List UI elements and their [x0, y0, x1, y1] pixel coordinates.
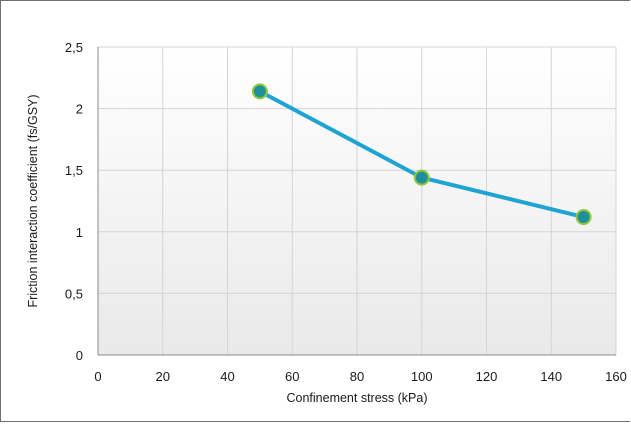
y-tick-label: 2: [76, 102, 83, 117]
gridlines: [98, 46, 617, 355]
y-tick-label: 0: [76, 348, 83, 363]
y-axis-title: Friction interaction coefficient (fs/GSY…: [26, 94, 40, 307]
x-tick-label: 160: [605, 369, 627, 384]
x-tick-label: 120: [476, 369, 498, 384]
axes: [97, 47, 616, 356]
x-tick-label: 0: [94, 369, 101, 384]
x-tick-label: 60: [285, 369, 299, 384]
x-axis-title: Confinement stress (kPa): [286, 391, 427, 405]
series-layer: [251, 83, 592, 226]
x-tick-label: 80: [350, 369, 364, 384]
data-point: [575, 209, 592, 226]
data-point: [413, 169, 430, 186]
data-point: [251, 83, 268, 100]
tick-labels: 0 20 40 60 80 100 120 140 160 0 0,5 1 1,5 2 2,5: [65, 40, 627, 384]
y-tick-label: 1,5: [65, 163, 83, 178]
x-tick-label: 20: [156, 369, 170, 384]
y-tick-label: 1: [76, 225, 83, 240]
x-tick-label: 40: [220, 369, 234, 384]
x-tick-label: 100: [411, 369, 433, 384]
y-tick-label: 2,5: [65, 40, 83, 55]
y-tick-label: 0,5: [65, 286, 83, 301]
x-tick-label: 140: [540, 369, 562, 384]
